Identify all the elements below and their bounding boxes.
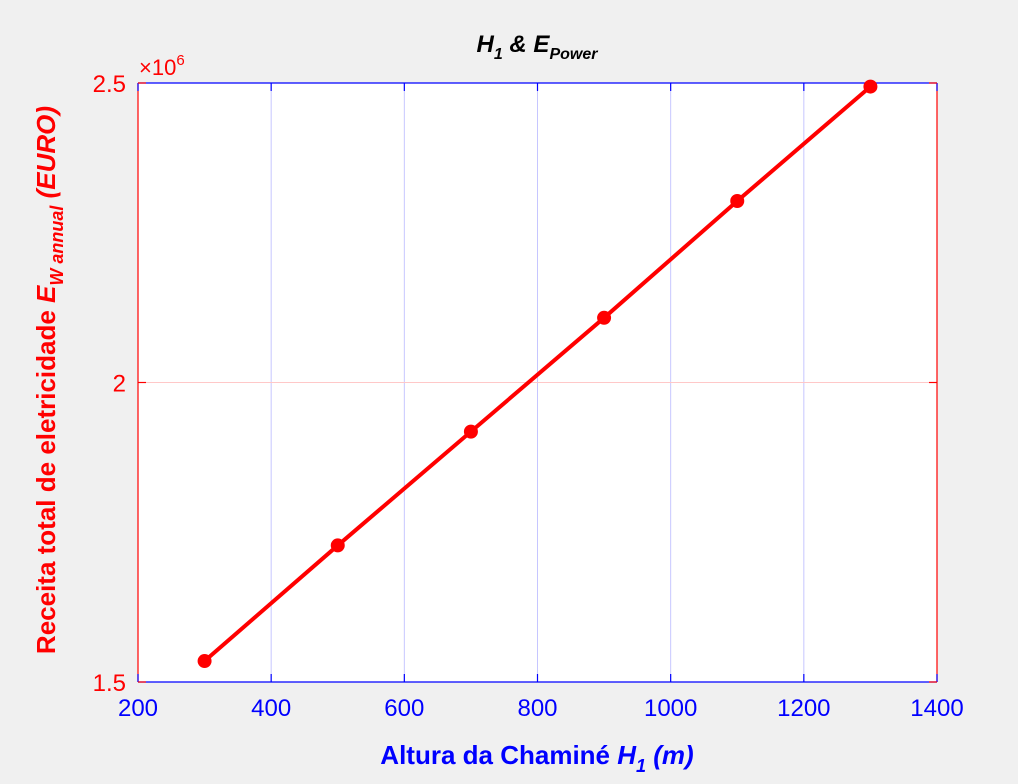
title-main: H — [477, 31, 495, 58]
data-point — [730, 194, 745, 209]
x-tick-label: 400 — [251, 695, 291, 722]
xlabel-var: H — [617, 740, 637, 770]
title-main-sub: 1 — [494, 46, 503, 63]
ylabel-var: E — [31, 285, 61, 303]
ylabel-unit: (EURO) — [31, 106, 61, 206]
title-conj: & E — [503, 31, 551, 58]
x-tick-label: 600 — [384, 695, 424, 722]
xlabel-unit: (m) — [646, 740, 694, 770]
x-tick-label: 1200 — [777, 695, 830, 722]
x-tick-label: 1000 — [644, 695, 697, 722]
y-tick-marks — [138, 82, 937, 683]
ylabel-sub: W annual — [47, 205, 67, 286]
title-conj-sub: Power — [549, 46, 598, 63]
x-tick-label: 1400 — [910, 695, 963, 722]
x-tick-label: 800 — [517, 695, 557, 722]
y-tick-label: 2 — [113, 371, 126, 398]
series-line — [203, 85, 872, 663]
x-axis-label: Altura da Chaminé H1 (m) — [380, 740, 693, 776]
xlabel-sub: 1 — [636, 756, 646, 776]
y-tick-labels: 1.5 2 2.5 — [93, 71, 126, 697]
data-point — [330, 538, 345, 553]
xlabel-main: Altura da Chaminé — [380, 740, 617, 770]
y-multiplier: ×106 — [139, 52, 185, 80]
y-axis-label: Receita total de eletricidade EW annual … — [31, 106, 67, 654]
data-point — [597, 310, 612, 325]
y-multiplier-base: ×10 — [139, 55, 176, 80]
data-point — [863, 79, 878, 94]
y-tick-label: 1.5 — [93, 670, 126, 697]
data-series — [197, 79, 878, 669]
chart-title: H1 & EPower — [477, 31, 599, 63]
y-tick-label: 2.5 — [93, 71, 126, 98]
x-tick-labels: 200 400 600 800 1000 1200 1400 — [118, 695, 964, 722]
y-multiplier-exponent: 6 — [176, 52, 184, 69]
ylabel-main: Receita total de eletricidade — [31, 303, 61, 654]
x-tick-label: 200 — [118, 695, 158, 722]
data-point — [197, 654, 212, 669]
data-point — [463, 424, 478, 439]
x-tick-marks — [137, 83, 938, 682]
